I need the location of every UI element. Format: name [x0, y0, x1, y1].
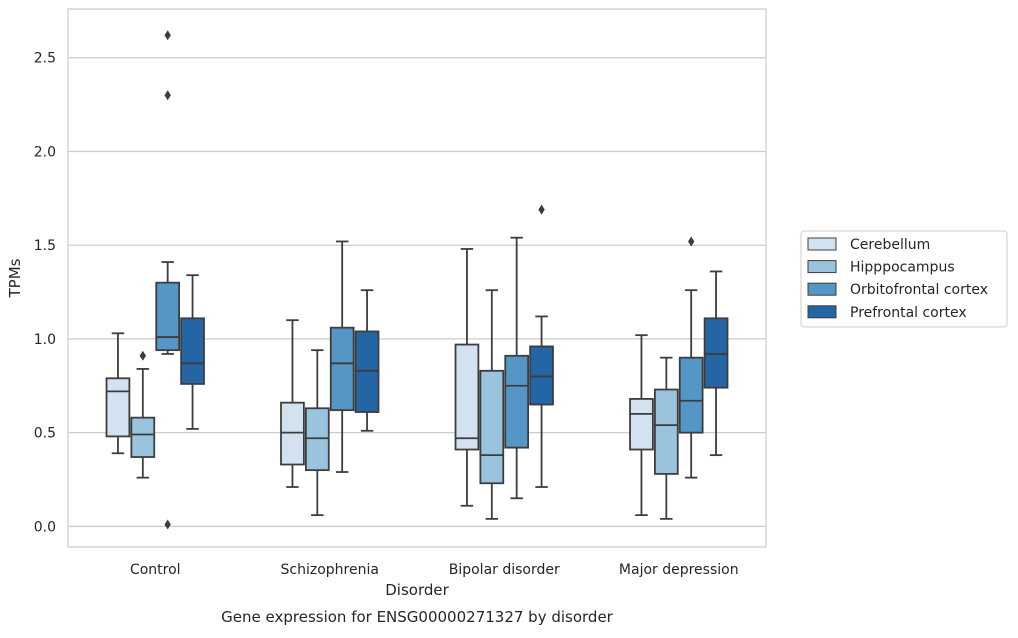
figure-caption: Gene expression for ENSG00000271327 by d…	[221, 608, 614, 626]
legend-frame	[800, 230, 1008, 328]
box-plot	[304, 349, 330, 517]
legend-label: Prefrontal cortex	[850, 305, 967, 321]
box	[703, 317, 729, 389]
y-tick-label: 2.5	[34, 51, 56, 67]
box-plot	[504, 236, 530, 500]
outlier-point	[164, 30, 171, 41]
box-plot	[155, 30, 181, 530]
box	[529, 345, 554, 406]
box-plot	[105, 332, 131, 455]
box	[105, 377, 131, 438]
outlier-point	[139, 350, 147, 361]
legend-swatch	[807, 305, 837, 319]
box	[155, 281, 181, 352]
box	[280, 401, 305, 466]
box-plot	[280, 319, 305, 488]
x-tick-label: Control	[130, 562, 181, 578]
y-tick-label: 0.5	[34, 426, 56, 442]
legend-swatch	[807, 260, 837, 274]
legend-label: Cerebellum	[850, 237, 930, 253]
box-plot	[329, 240, 355, 473]
y-tick-label: 1.0	[34, 332, 56, 348]
box	[504, 354, 530, 449]
box	[130, 416, 156, 458]
outlier-point	[687, 236, 695, 247]
box	[180, 317, 205, 385]
box-plot	[354, 289, 380, 432]
outlier-point	[164, 519, 171, 530]
box	[354, 330, 380, 413]
y-axis-ticks: 0.0 0.5 1.0 1.5 2.0 2.5	[34, 51, 56, 536]
box-plot	[479, 289, 505, 520]
x-tick-label: Major depression	[619, 562, 739, 578]
box-plot	[678, 236, 704, 479]
box-plot	[629, 334, 654, 517]
legend-swatch	[807, 237, 837, 251]
x-tick-label: Schizophrenia	[281, 562, 379, 578]
y-tick-label: 2.0	[34, 144, 56, 160]
outlier-point	[164, 90, 171, 101]
box-plot	[703, 270, 729, 457]
legend-swatch	[807, 282, 837, 296]
box-plot	[130, 350, 156, 479]
legend: Cerebellum Hipppocampus Orbitofrontal cort…	[800, 230, 1008, 328]
x-axis-label: Disorder	[385, 581, 449, 599]
box	[653, 388, 679, 475]
box	[329, 326, 355, 412]
box	[678, 356, 704, 434]
box	[304, 407, 330, 472]
box-plot	[653, 356, 679, 520]
box-plot	[529, 204, 554, 488]
box	[454, 343, 480, 451]
x-axis-ticks: Control Schizophrenia Bipolar disorder Majo…	[130, 562, 739, 578]
y-tick-label: 1.5	[34, 238, 56, 254]
x-tick-label: Bipolar disorder	[449, 562, 560, 578]
box-plot	[180, 274, 205, 430]
box-plot-marks	[105, 30, 729, 530]
outlier-point	[538, 204, 545, 215]
y-tick-label: 0.0	[34, 519, 56, 535]
plot-frame	[67, 8, 767, 548]
legend-label: Hipppocampus	[850, 260, 955, 276]
box	[479, 369, 505, 485]
box	[629, 398, 654, 451]
box-plot	[454, 248, 480, 507]
y-axis-label: TPMs	[6, 258, 24, 298]
legend-label: Orbitofrontal cortex	[850, 282, 988, 298]
